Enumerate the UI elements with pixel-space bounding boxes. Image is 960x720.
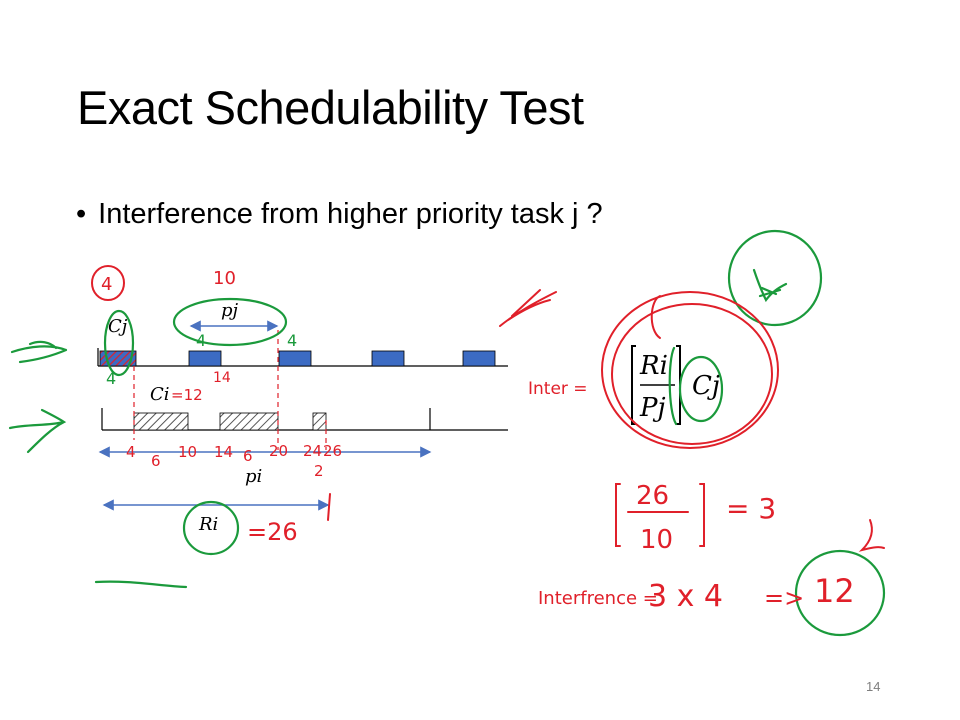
tick-2: 10 bbox=[178, 443, 197, 461]
ri-label: Ri bbox=[198, 514, 218, 535]
cj-label: Cj bbox=[108, 316, 128, 337]
slide-title: Exact Schedulability Test bbox=[77, 81, 584, 134]
frac-den: 10 bbox=[640, 525, 673, 555]
tick-4: 6 bbox=[243, 447, 253, 465]
ci-label: Ci bbox=[150, 384, 170, 405]
interference-formula: Ri Pj Cj bbox=[631, 345, 720, 425]
ci-mark: 14 bbox=[213, 370, 231, 386]
job-i-2 bbox=[219, 412, 279, 431]
interference-expr: 3 x 4 bbox=[648, 579, 723, 614]
formula-multiplier: Cj bbox=[692, 371, 720, 401]
job-i-1 bbox=[133, 412, 189, 431]
formula-numerator: Ri bbox=[639, 351, 668, 381]
bullet-text: Interference from higher priority task j… bbox=[98, 198, 603, 230]
red-annotations bbox=[91, 265, 885, 552]
pi-label: pi bbox=[245, 466, 262, 487]
job-j-5 bbox=[462, 350, 496, 367]
cj-value: 4 bbox=[101, 274, 112, 295]
job-j-1 bbox=[99, 350, 137, 367]
pj-value: 10 bbox=[213, 268, 236, 289]
pj-label: pj bbox=[221, 300, 239, 321]
job-value-2: 4 bbox=[287, 331, 297, 350]
task-j-timeline bbox=[97, 348, 508, 367]
green-annotations bbox=[8, 229, 886, 637]
inter-label: Inter = bbox=[528, 379, 588, 399]
bullet-item: • Interference from higher priority task … bbox=[76, 198, 603, 231]
job-j-3 bbox=[278, 350, 312, 367]
job-i-3 bbox=[312, 412, 327, 431]
pi-mark: 2 bbox=[314, 462, 324, 480]
task-i-timeline bbox=[101, 408, 508, 431]
tick-1: 6 bbox=[151, 452, 161, 470]
result-value: 12 bbox=[814, 572, 855, 610]
frac-result: = 3 bbox=[726, 492, 776, 525]
tick-5: 20 bbox=[269, 442, 288, 460]
job-value-1: 4 bbox=[196, 331, 206, 350]
job-j-4 bbox=[371, 350, 405, 367]
tick-3: 14 bbox=[214, 443, 233, 461]
bullet-dot-icon: • bbox=[76, 198, 87, 230]
frac-num: 26 bbox=[636, 481, 669, 511]
job-value-3: 4 bbox=[106, 369, 116, 388]
interference-label: Interfrence = bbox=[538, 588, 658, 609]
tick-7: 26 bbox=[323, 442, 342, 460]
ri-value: =26 bbox=[247, 518, 298, 546]
page-number: 14 bbox=[866, 679, 881, 694]
tick-6: 24 bbox=[303, 442, 322, 460]
arrow-result: => bbox=[764, 584, 804, 612]
job-j-2 bbox=[188, 350, 222, 367]
formula-denominator: Pj bbox=[639, 393, 666, 423]
ci-value: =12 bbox=[171, 386, 203, 404]
tick-0: 4 bbox=[126, 443, 136, 461]
